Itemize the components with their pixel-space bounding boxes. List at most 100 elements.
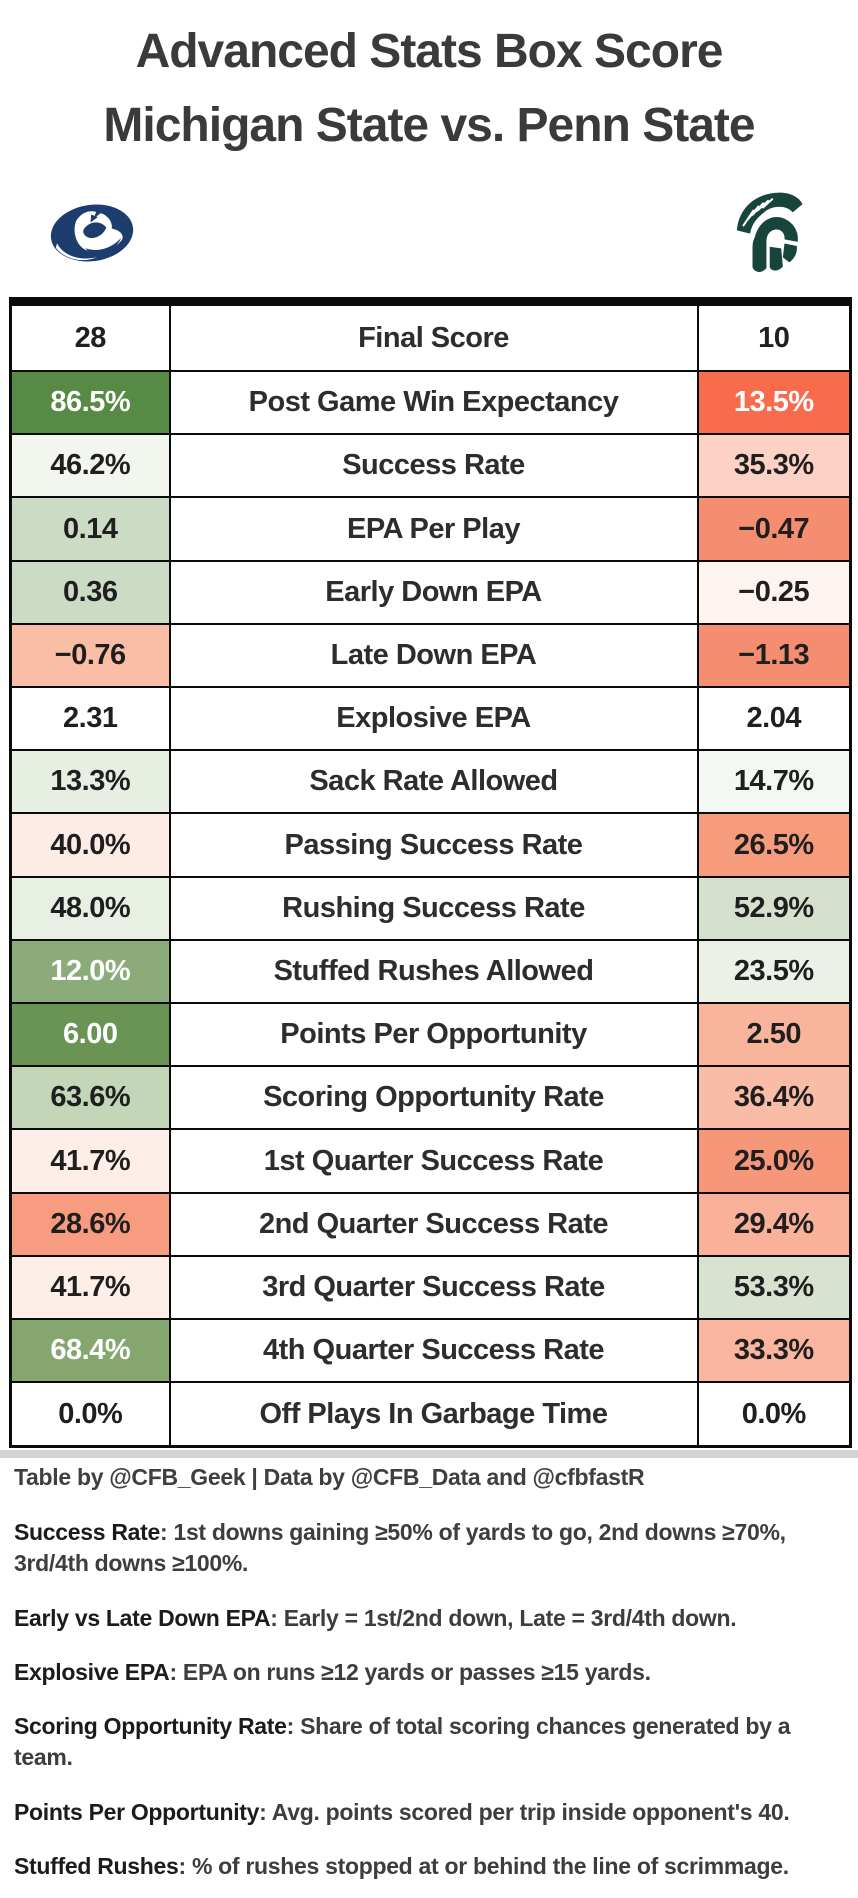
michigan-state-value-cell: 14.7%: [696, 749, 852, 815]
table-row: 6.00 Points Per Opportunity 2.50: [9, 1002, 852, 1068]
footnote-text: Avg. points scored per trip inside oppon…: [271, 1798, 790, 1825]
michigan-state-value-cell: 52.9%: [696, 875, 852, 941]
footnote-label: Early vs Late Down EPA: [14, 1604, 271, 1631]
michigan-state-spartan-logo: [736, 192, 803, 272]
metric-cell: Passing Success Rate: [168, 812, 699, 878]
metric-cell: 2nd Quarter Success Rate: [168, 1191, 699, 1257]
table-row: 13.3% Sack Rate Allowed 14.7%: [9, 749, 852, 815]
metric-cell: EPA Per Play: [168, 496, 699, 562]
footnote-text: % of rushes stopped at or behind the lin…: [191, 1852, 789, 1879]
table-row: 0.0% Off Plays In Garbage Time 0.0%: [9, 1381, 852, 1448]
table-row: 28.6% 2nd Quarter Success Rate 29.4%: [9, 1191, 852, 1257]
michigan-state-value-cell: 53.3%: [696, 1254, 852, 1321]
table-row: 68.4% 4th Quarter Success Rate 33.3%: [9, 1318, 852, 1384]
metric-cell: 4th Quarter Success Rate: [168, 1318, 699, 1384]
table-row: 48.0% Rushing Success Rate 52.9%: [9, 875, 852, 941]
footnote: Stuffed Rushes: % of rushes stopped at o…: [14, 1852, 789, 1879]
table-row: 0.14 EPA Per Play −0.47: [9, 496, 852, 562]
metric-cell: 1st Quarter Success Rate: [168, 1128, 699, 1194]
penn-state-value-cell: −0.76: [9, 622, 171, 689]
penn-state-value-cell: 41.7%: [9, 1254, 171, 1321]
penn-state-value-cell: 28.6%: [9, 1191, 171, 1257]
penn-state-value-cell: 86.5%: [9, 370, 171, 436]
michigan-state-value-cell: 2.04: [696, 686, 852, 752]
table-row: 63.6% Scoring Opportunity Rate 36.4%: [9, 1065, 852, 1131]
michigan-state-value-cell: 23.5%: [696, 938, 852, 1005]
metric-cell: Early Down EPA: [168, 559, 699, 625]
metric-cell: Off Plays In Garbage Time: [168, 1381, 699, 1448]
table-row: 0.36 Early Down EPA −0.25: [9, 559, 852, 625]
table-row: 86.5% Post Game Win Expectancy 13.5%: [9, 370, 852, 436]
penn-state-value-cell: 12.0%: [9, 938, 171, 1005]
metric-cell: Explosive EPA: [168, 686, 699, 752]
metric-cell: Post Game Win Expectancy: [168, 370, 699, 436]
penn-state-value-cell: 6.00: [9, 1002, 171, 1068]
footer-divider: [0, 1450, 858, 1458]
footnotes: Success Rate: 1st downs gaining ≥50% of …: [14, 1517, 826, 1882]
michigan-state-value-cell: 35.3%: [696, 433, 852, 499]
metric-cell: Scoring Opportunity Rate: [168, 1065, 699, 1131]
footnote-label: Points Per Opportunity: [14, 1798, 260, 1825]
footnote-label: Explosive EPA: [14, 1658, 170, 1685]
footnote: Success Rate: 1st downs gaining ≥50% of …: [14, 1519, 786, 1577]
metric-cell: 3rd Quarter Success Rate: [168, 1254, 699, 1321]
footnote-text: Early = 1st/2nd down, Late = 3rd/4th dow…: [283, 1604, 737, 1631]
metric-cell: Points Per Opportunity: [168, 1002, 699, 1068]
page-title: Advanced Stats Box Score: [135, 25, 724, 78]
footnote: Early vs Late Down EPA: Early = 1st/2nd …: [14, 1604, 737, 1631]
michigan-state-value-cell: 10: [696, 300, 852, 373]
footnote: Explosive EPA: EPA on runs ≥12 yards or …: [14, 1658, 651, 1685]
michigan-state-value-cell: −1.13: [696, 622, 852, 689]
footnote-label: Scoring Opportunity Rate: [14, 1713, 287, 1740]
michigan-state-value-cell: −0.25: [696, 559, 852, 625]
metric-cell: Sack Rate Allowed: [168, 749, 699, 815]
penn-state-value-cell: 0.36: [9, 559, 171, 625]
table-row: 12.0% Stuffed Rushes Allowed 23.5%: [9, 938, 852, 1005]
michigan-state-value-cell: 26.5%: [696, 812, 852, 878]
penn-state-value-cell: 48.0%: [9, 875, 171, 941]
michigan-state-value-cell: 33.3%: [696, 1318, 852, 1384]
stats-table-body: 28 Final Score 10 86.5% Post Game Win Expect…: [9, 300, 852, 1448]
table-row: 46.2% Success Rate 35.3%: [9, 433, 852, 499]
metric-cell: Final Score: [168, 300, 699, 373]
penn-state-value-cell: 68.4%: [9, 1318, 171, 1384]
footnote: Scoring Opportunity Rate: Share of total…: [14, 1713, 791, 1771]
footer: Table by @CFB_Geek | Data by @CFB_Data a…: [14, 1464, 826, 1898]
penn-state-value-cell: 40.0%: [9, 812, 171, 878]
footnote-text: 1st downs gaining ≥50% of yards to go, 2…: [14, 1519, 786, 1577]
footnote-text: Share of total scoring chances generated…: [14, 1713, 791, 1771]
footnote-label: Success Rate: [14, 1519, 160, 1545]
michigan-state-value-cell: 13.5%: [696, 370, 852, 436]
michigan-state-value-cell: 25.0%: [696, 1128, 852, 1194]
penn-state-value-cell: 0.0%: [9, 1381, 171, 1448]
michigan-state-value-cell: 36.4%: [696, 1065, 852, 1131]
penn-state-value-cell: 63.6%: [9, 1065, 171, 1131]
footnote: Points Per Opportunity: Avg. points scor…: [14, 1798, 790, 1825]
michigan-state-value-cell: 2.50: [696, 1002, 852, 1068]
penn-state-value-cell: 13.3%: [9, 749, 171, 815]
michigan-state-value-cell: 0.0%: [696, 1381, 852, 1448]
penn-state-value-cell: 0.14: [9, 496, 171, 562]
metric-cell: Rushing Success Rate: [168, 875, 699, 941]
table-row: −0.76 Late Down EPA −1.13: [9, 622, 852, 689]
footnote-text: EPA on runs ≥12 yards or passes ≥15 yard…: [182, 1658, 651, 1685]
michigan-state-value-cell: −0.47: [696, 496, 852, 562]
penn-state-value-cell: 41.7%: [9, 1128, 171, 1194]
metric-cell: Stuffed Rushes Allowed: [168, 938, 699, 1005]
michigan-state-value-cell: 29.4%: [696, 1191, 852, 1257]
stats-table: 28 Final Score 10 86.5% Post Game Win Expect…: [9, 297, 852, 1448]
table-row: 40.0% Passing Success Rate 26.5%: [9, 812, 852, 878]
table-row: 41.7% 1st Quarter Success Rate 25.0%: [9, 1128, 852, 1194]
penn-state-value-cell: 28: [9, 300, 171, 373]
table-row: 41.7% 3rd Quarter Success Rate 53.3%: [9, 1254, 852, 1321]
penn-state-lion-logo: [50, 204, 134, 262]
penn-state-value-cell: 46.2%: [9, 433, 171, 499]
matchup-subtitle: Michigan State vs. Penn State: [103, 99, 755, 152]
footnote-label: Stuffed Rushes: [14, 1852, 179, 1879]
table-row: 28 Final Score 10: [9, 300, 852, 373]
metric-cell: Success Rate: [168, 433, 699, 499]
table-row: 2.31 Explosive EPA 2.04: [9, 686, 852, 752]
metric-cell: Late Down EPA: [168, 622, 699, 689]
credit-line: Table by @CFB_Geek | Data by @CFB_Data a…: [14, 1464, 645, 1490]
